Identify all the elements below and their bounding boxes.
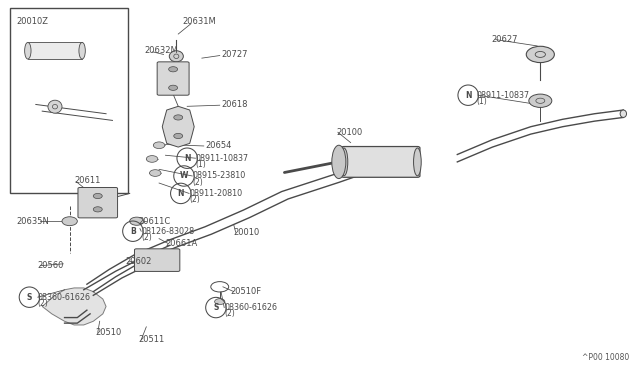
Text: W: W [180,171,188,180]
Circle shape [147,155,158,162]
FancyBboxPatch shape [78,187,118,218]
Circle shape [93,207,102,212]
Text: 20010: 20010 [234,228,260,237]
Circle shape [169,85,177,90]
FancyBboxPatch shape [134,249,180,272]
FancyBboxPatch shape [157,62,189,95]
Text: 20727: 20727 [221,50,248,59]
Text: 20010Z: 20010Z [17,17,49,26]
Text: (1): (1) [195,160,206,169]
Text: 20631M: 20631M [182,17,216,26]
Polygon shape [163,106,194,147]
Circle shape [214,299,225,305]
Text: 20661A: 20661A [166,239,198,248]
Circle shape [169,67,177,72]
Circle shape [173,134,182,138]
Circle shape [62,217,77,226]
Text: (2): (2) [38,299,49,308]
Ellipse shape [340,148,348,176]
Text: 20510: 20510 [95,328,122,337]
Text: 20618: 20618 [221,100,248,109]
Text: 08360-61626: 08360-61626 [38,293,91,302]
Text: (2): (2) [189,195,200,204]
Ellipse shape [332,145,346,179]
Text: 20632M: 20632M [145,46,178,55]
Circle shape [529,94,552,108]
Text: 20560: 20560 [38,261,64,270]
Text: (2): (2) [141,233,152,242]
Circle shape [526,46,554,62]
Text: N: N [177,189,184,198]
Text: 08915-23810: 08915-23810 [192,171,246,180]
Text: 20602: 20602 [126,257,152,266]
Circle shape [173,115,182,120]
Ellipse shape [413,148,421,176]
Circle shape [154,142,165,148]
Bar [28,42,82,59]
Text: 08911-10837: 08911-10837 [195,154,248,163]
Text: ^P00 10080: ^P00 10080 [582,353,630,362]
Ellipse shape [170,51,183,62]
Circle shape [150,170,161,176]
Ellipse shape [620,110,627,118]
Circle shape [130,217,144,225]
Text: 08911-20810: 08911-20810 [189,189,242,198]
Ellipse shape [48,100,62,113]
Ellipse shape [79,42,85,59]
Text: (1): (1) [476,97,487,106]
Polygon shape [42,288,106,325]
Text: 20654: 20654 [205,141,232,150]
Text: 20635N: 20635N [17,217,49,226]
Text: B: B [130,227,136,236]
Text: 20611: 20611 [74,176,100,185]
Text: S: S [213,303,219,312]
Ellipse shape [25,42,31,59]
Circle shape [93,193,102,199]
FancyBboxPatch shape [341,147,420,177]
Text: 20611C: 20611C [138,217,170,226]
Text: (2): (2) [192,178,203,187]
Text: 20511: 20511 [138,335,164,344]
Text: 20510F: 20510F [230,287,262,296]
Text: 20627: 20627 [491,35,518,44]
Text: (2): (2) [224,310,235,318]
Text: N: N [465,91,472,100]
Text: N: N [184,154,191,163]
Text: 08911-10837: 08911-10837 [476,91,529,100]
Text: 20100: 20100 [336,128,362,137]
Text: 08126-83028: 08126-83028 [141,227,195,236]
Text: 08360-61626: 08360-61626 [224,303,277,312]
Bar [10,8,129,193]
Text: S: S [27,293,32,302]
